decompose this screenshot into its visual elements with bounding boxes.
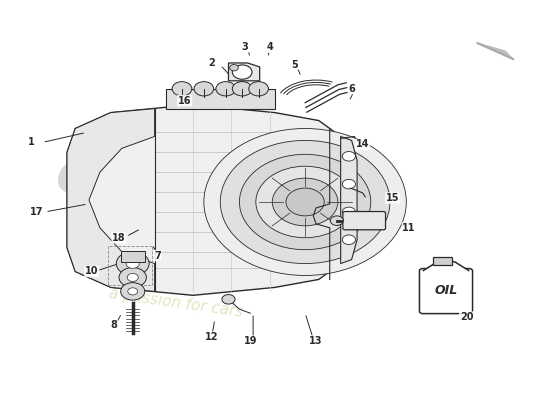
Circle shape: [330, 216, 343, 226]
Circle shape: [342, 235, 355, 244]
Text: 1: 1: [28, 138, 35, 148]
Text: 3: 3: [241, 42, 248, 52]
Text: 4: 4: [266, 42, 273, 52]
Polygon shape: [67, 109, 155, 291]
Text: 10: 10: [85, 266, 98, 276]
Circle shape: [127, 274, 138, 282]
Circle shape: [120, 283, 145, 300]
Polygon shape: [166, 89, 275, 109]
Text: 17: 17: [30, 207, 43, 217]
Polygon shape: [228, 63, 260, 81]
Text: 15: 15: [386, 193, 399, 203]
FancyBboxPatch shape: [420, 268, 472, 314]
Circle shape: [204, 128, 406, 276]
Text: 8: 8: [110, 320, 117, 330]
Circle shape: [232, 65, 252, 79]
Text: since 1985: since 1985: [201, 197, 371, 259]
Text: 13: 13: [309, 336, 323, 346]
Circle shape: [272, 178, 338, 226]
Text: 5: 5: [291, 60, 298, 70]
Circle shape: [239, 154, 371, 250]
Circle shape: [256, 166, 354, 238]
FancyBboxPatch shape: [120, 251, 145, 262]
Polygon shape: [477, 43, 513, 59]
Circle shape: [194, 82, 214, 96]
Circle shape: [221, 140, 390, 264]
Text: 18: 18: [112, 233, 126, 243]
Circle shape: [172, 82, 192, 96]
Text: 11: 11: [402, 223, 416, 233]
Polygon shape: [423, 260, 469, 271]
Circle shape: [342, 152, 355, 161]
FancyBboxPatch shape: [343, 212, 386, 230]
Circle shape: [128, 288, 138, 295]
Text: 12: 12: [205, 332, 219, 342]
Circle shape: [342, 207, 355, 217]
Circle shape: [116, 252, 149, 276]
Circle shape: [119, 268, 146, 287]
Text: 19: 19: [244, 336, 257, 346]
Circle shape: [286, 188, 324, 216]
Text: 2: 2: [208, 58, 216, 68]
Circle shape: [342, 179, 355, 189]
Text: 14: 14: [356, 139, 369, 149]
Circle shape: [229, 64, 238, 71]
Text: OIL: OIL: [434, 284, 458, 297]
Text: europarts: europarts: [56, 149, 362, 203]
Circle shape: [222, 294, 235, 304]
Text: 20: 20: [460, 312, 474, 322]
Circle shape: [232, 82, 252, 96]
Text: 7: 7: [154, 251, 161, 261]
Text: 6: 6: [348, 84, 355, 94]
Text: 16: 16: [178, 96, 191, 106]
Circle shape: [126, 259, 139, 268]
FancyBboxPatch shape: [433, 257, 452, 264]
Polygon shape: [67, 105, 346, 295]
Circle shape: [216, 82, 235, 96]
Polygon shape: [340, 136, 357, 264]
Text: a passion for cars: a passion for cars: [108, 286, 245, 320]
Circle shape: [249, 82, 268, 96]
